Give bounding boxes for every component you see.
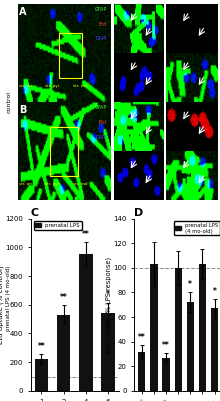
- Y-axis label: Etd uptake (% control): Etd uptake (% control): [0, 265, 4, 344]
- Text: str. ori: str. ori: [19, 83, 32, 87]
- Text: **: **: [162, 341, 170, 350]
- Bar: [101, 314, 115, 391]
- Text: D: D: [134, 208, 143, 218]
- Text: str. pyr: str. pyr: [45, 83, 60, 87]
- Text: Etd: Etd: [99, 22, 107, 27]
- Text: *: *: [188, 280, 192, 290]
- Bar: [57, 315, 70, 391]
- Bar: [79, 255, 93, 391]
- Bar: [138, 352, 145, 391]
- Text: str. rad: str. rad: [73, 182, 88, 186]
- Text: **: **: [60, 293, 68, 302]
- Text: Etd: Etd: [99, 120, 107, 125]
- Text: B: B: [19, 105, 27, 115]
- Bar: [50, 127, 78, 176]
- Y-axis label: Etd uptake (% LPS response): Etd uptake (% LPS response): [105, 257, 112, 353]
- Text: **: **: [82, 230, 90, 239]
- Text: DAPI: DAPI: [96, 135, 107, 140]
- Text: prenatal LPS (4 mo-old): prenatal LPS (4 mo-old): [6, 266, 11, 332]
- Bar: [199, 264, 206, 391]
- Legend: prenatal LPS
(4 mo-old): prenatal LPS (4 mo-old): [174, 221, 220, 235]
- Text: str. pyr: str. pyr: [45, 182, 60, 186]
- Text: C: C: [31, 208, 39, 218]
- Bar: [211, 308, 218, 391]
- Text: *: *: [213, 287, 216, 296]
- Text: A: A: [19, 7, 27, 17]
- Text: **: **: [138, 333, 146, 342]
- Text: *: *: [106, 290, 110, 299]
- Bar: [174, 268, 182, 391]
- Text: GFAP: GFAP: [95, 105, 107, 110]
- Bar: [150, 264, 158, 391]
- Text: control: control: [6, 91, 11, 113]
- Bar: [187, 302, 194, 391]
- Text: DAPI: DAPI: [96, 36, 107, 41]
- Bar: [35, 359, 48, 391]
- Legend: prenatal LPS: prenatal LPS: [34, 221, 82, 230]
- Bar: [162, 358, 170, 391]
- Text: str. ori: str. ori: [19, 182, 32, 186]
- Bar: [59, 34, 82, 78]
- Text: GFAP: GFAP: [95, 7, 107, 12]
- Text: **: **: [38, 342, 45, 351]
- Text: str. rad: str. rad: [73, 83, 88, 87]
